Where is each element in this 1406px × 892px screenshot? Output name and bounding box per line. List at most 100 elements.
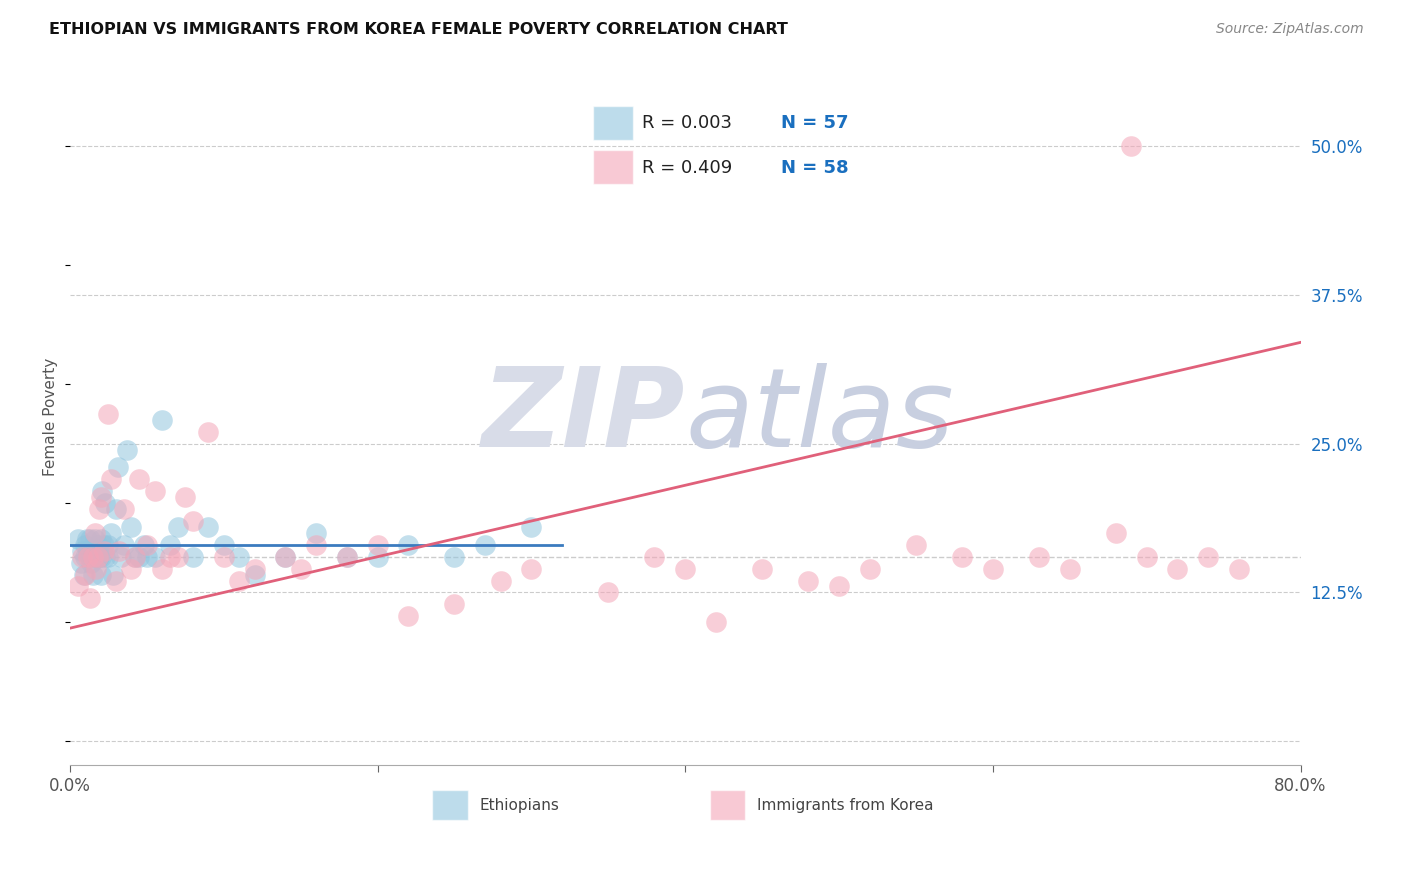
Point — [336, 549, 359, 564]
Point — [97, 407, 120, 421]
Point — [89, 549, 111, 564]
Point — [124, 549, 146, 564]
Point — [82, 567, 104, 582]
Point — [474, 538, 496, 552]
Point — [367, 549, 389, 564]
Point — [90, 567, 112, 582]
Point — [75, 549, 97, 564]
Point — [100, 525, 122, 540]
Point — [228, 549, 250, 564]
Point — [120, 520, 142, 534]
Point — [143, 549, 166, 564]
Point — [70, 543, 93, 558]
Point — [197, 425, 219, 439]
Point — [75, 538, 97, 552]
Point — [1028, 549, 1050, 564]
Point — [86, 549, 108, 564]
Point — [243, 567, 266, 582]
Point — [76, 532, 98, 546]
Point — [86, 549, 108, 564]
Point — [124, 549, 146, 564]
Point — [520, 561, 543, 575]
Point — [396, 609, 419, 624]
Point — [89, 502, 111, 516]
Point — [704, 615, 727, 630]
Point — [828, 579, 851, 593]
Point — [1136, 549, 1159, 564]
Point — [443, 549, 465, 564]
Point — [90, 532, 112, 546]
Point — [66, 579, 89, 593]
Point — [101, 567, 124, 582]
Point — [73, 567, 96, 582]
Point — [336, 549, 359, 564]
Point — [859, 561, 882, 575]
Point — [212, 549, 235, 564]
Point — [83, 549, 105, 564]
Point — [643, 549, 665, 564]
Point — [396, 538, 419, 552]
Point — [1197, 549, 1219, 564]
Point — [69, 556, 91, 570]
Point — [115, 442, 138, 457]
Point — [100, 472, 122, 486]
Point — [128, 472, 150, 486]
Point — [93, 543, 115, 558]
Point — [120, 561, 142, 575]
Point — [94, 549, 117, 564]
Point — [305, 525, 328, 540]
Text: atlas: atlas — [685, 363, 953, 470]
Point — [520, 520, 543, 534]
Point — [97, 549, 120, 564]
Point — [243, 561, 266, 575]
Point — [132, 538, 155, 552]
Point — [197, 520, 219, 534]
Point — [166, 549, 188, 564]
Point — [228, 574, 250, 588]
Point — [751, 561, 773, 575]
Point — [290, 561, 312, 575]
Point — [128, 549, 150, 564]
Point — [79, 532, 101, 546]
Point — [90, 549, 112, 564]
Point — [274, 549, 297, 564]
Point — [86, 538, 108, 552]
Y-axis label: Female Poverty: Female Poverty — [44, 358, 58, 476]
Point — [150, 413, 173, 427]
Point — [443, 598, 465, 612]
Point — [84, 561, 107, 575]
Point — [135, 549, 157, 564]
Point — [150, 561, 173, 575]
Point — [77, 549, 100, 564]
Point — [105, 574, 128, 588]
Point — [66, 532, 89, 546]
Point — [97, 538, 120, 552]
Point — [181, 549, 204, 564]
Point — [91, 484, 114, 499]
Point — [82, 549, 104, 564]
Point — [108, 543, 131, 558]
Point — [112, 502, 135, 516]
Point — [1227, 561, 1250, 575]
Point — [112, 538, 135, 552]
Text: Source: ZipAtlas.com: Source: ZipAtlas.com — [1216, 22, 1364, 37]
Point — [77, 543, 100, 558]
Point — [174, 490, 197, 504]
Point — [83, 525, 105, 540]
Point — [105, 502, 128, 516]
Point — [305, 538, 328, 552]
Point — [181, 514, 204, 528]
Point — [79, 591, 101, 606]
Point — [598, 585, 620, 599]
Point — [1166, 561, 1188, 575]
Point — [143, 484, 166, 499]
Point — [1121, 139, 1143, 153]
Point — [904, 538, 927, 552]
Point — [159, 538, 181, 552]
Point — [981, 561, 1004, 575]
Point — [166, 520, 188, 534]
Point — [79, 549, 101, 564]
Point — [82, 543, 104, 558]
Point — [110, 549, 132, 564]
Point — [489, 574, 512, 588]
